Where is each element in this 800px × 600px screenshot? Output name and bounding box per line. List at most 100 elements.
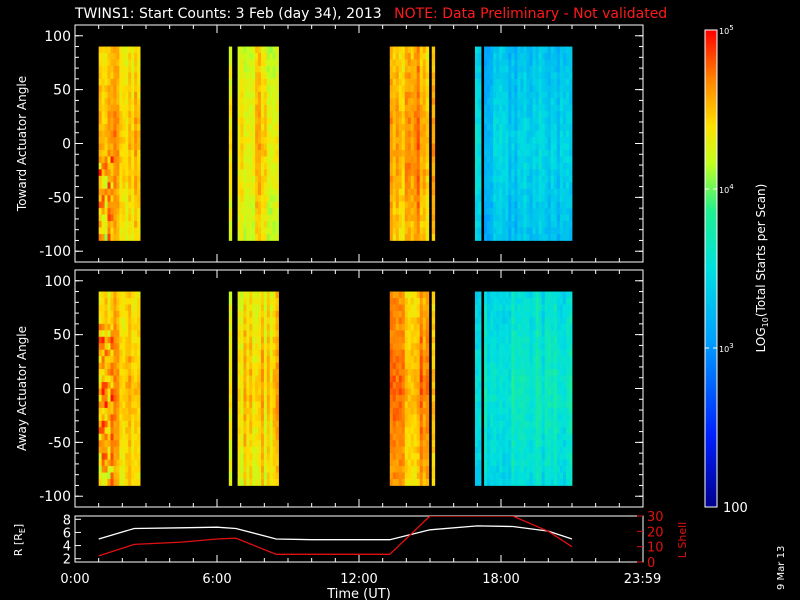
heatmap-cell: [131, 91, 135, 99]
heatmap-cell: [275, 369, 279, 376]
heatmap-cell: [520, 221, 524, 228]
heatmap-cell: [493, 298, 497, 305]
heatmap-cell: [266, 85, 271, 93]
heatmap-cell: [535, 46, 540, 54]
heatmap-cell: [258, 149, 262, 157]
heatmap-cell: [550, 330, 555, 338]
heatmap-cell: [514, 221, 518, 228]
heatmap-cell: [107, 414, 111, 422]
heatmap-cell: [538, 143, 543, 151]
heatmap-cell: [517, 362, 521, 370]
heatmap-cell: [269, 466, 274, 473]
heatmap-cell: [532, 298, 537, 305]
heatmap-cell: [511, 182, 515, 190]
heatmap-cell: [104, 317, 108, 325]
heatmap-cell: [275, 336, 279, 344]
heatmap-cell: [484, 382, 488, 389]
heatmap-cell: [556, 433, 561, 441]
heatmap-cell: [425, 175, 430, 183]
heatmap-cell: [401, 446, 406, 454]
heatmap-cell: [431, 227, 436, 235]
heatmap-cell: [478, 156, 482, 164]
heatmap-cell: [107, 143, 111, 151]
heatmap-cell: [517, 85, 521, 93]
heatmap-cell: [243, 195, 247, 203]
heatmap-cell: [544, 65, 549, 73]
heatmap-cell: [514, 427, 518, 435]
heatmap-cell: [490, 291, 494, 299]
heatmap-cell: [107, 188, 111, 196]
heatmap-cell: [119, 156, 123, 164]
heatmap-cell: [260, 420, 265, 428]
heatmap-cell: [119, 304, 123, 312]
heatmap-cell: [431, 433, 436, 441]
heatmap-cell: [240, 53, 244, 60]
heatmap-cell: [272, 214, 277, 222]
heatmap-cell: [131, 336, 135, 344]
heatmap-cell: [395, 124, 400, 131]
heatmap-cell: [110, 459, 114, 467]
heatmap-cell: [541, 349, 546, 357]
heatmap-cell: [544, 330, 549, 338]
heatmap-cell: [134, 221, 138, 228]
heatmap-cell: [550, 233, 555, 241]
heatmap-cell: [425, 349, 430, 357]
heatmap-cell: [520, 130, 524, 138]
heatmap-cell: [562, 208, 567, 215]
heatmap-cell: [228, 208, 233, 215]
heatmap-cell: [425, 407, 430, 415]
heatmap-cell: [523, 104, 527, 112]
heatmap-cell: [422, 221, 427, 228]
heatmap-cell: [532, 104, 537, 112]
heatmap-cell: [517, 291, 521, 299]
heatmap-cell: [252, 98, 256, 106]
heatmap-cell: [508, 414, 512, 422]
heatmap-cell: [404, 388, 409, 396]
heatmap-cell: [134, 201, 138, 209]
heatmap-cell: [559, 478, 564, 486]
heatmap-cell: [107, 453, 111, 460]
heatmap-cell: [496, 407, 500, 415]
heatmap-cell: [113, 382, 117, 389]
heatmap-cell: [538, 78, 543, 86]
heatmap-cell: [98, 46, 103, 54]
heatmap-cell: [419, 98, 424, 106]
heatmap-cell: [419, 369, 424, 376]
heatmap-cell: [544, 478, 549, 486]
heatmap-cell: [252, 111, 256, 119]
heatmap-cell: [416, 143, 421, 151]
heatmap-cell: [520, 111, 524, 119]
heatmap-cell: [520, 137, 524, 144]
heatmap-cell: [398, 72, 403, 80]
heatmap-cell: [104, 156, 108, 164]
heatmap-cell: [395, 336, 400, 344]
heatmap-cell: [404, 188, 409, 196]
heatmap-cell: [535, 169, 540, 177]
heatmap-cell: [511, 188, 515, 196]
heatmap-cell: [252, 117, 256, 125]
heatmap-cell: [425, 162, 430, 170]
heatmap-cell: [517, 407, 521, 415]
heatmap-cell: [505, 72, 509, 80]
heatmap-cell: [544, 201, 549, 209]
heatmap-cell: [419, 388, 424, 396]
heatmap-cell: [550, 304, 555, 312]
heatmap-cell: [240, 111, 244, 119]
heatmap-cell: [137, 72, 141, 80]
heatmap-cell: [416, 130, 421, 138]
heatmap-cell: [514, 175, 518, 183]
heatmap-cell: [559, 78, 564, 86]
heatmap-cell: [128, 407, 132, 415]
heatmap-cell: [416, 440, 421, 448]
heatmap-cell: [125, 343, 129, 351]
heatmap-cell: [98, 175, 103, 183]
heatmap-cell: [517, 317, 521, 325]
heatmap-cell: [493, 362, 497, 370]
heatmap-cell: [490, 130, 494, 138]
heatmap-cell: [240, 356, 244, 364]
heatmap-cell: [107, 117, 111, 125]
heatmap-cell: [413, 188, 418, 196]
heatmap-cell: [263, 208, 268, 215]
heatmap-cell: [269, 472, 274, 480]
heatmap-cell: [104, 343, 108, 351]
